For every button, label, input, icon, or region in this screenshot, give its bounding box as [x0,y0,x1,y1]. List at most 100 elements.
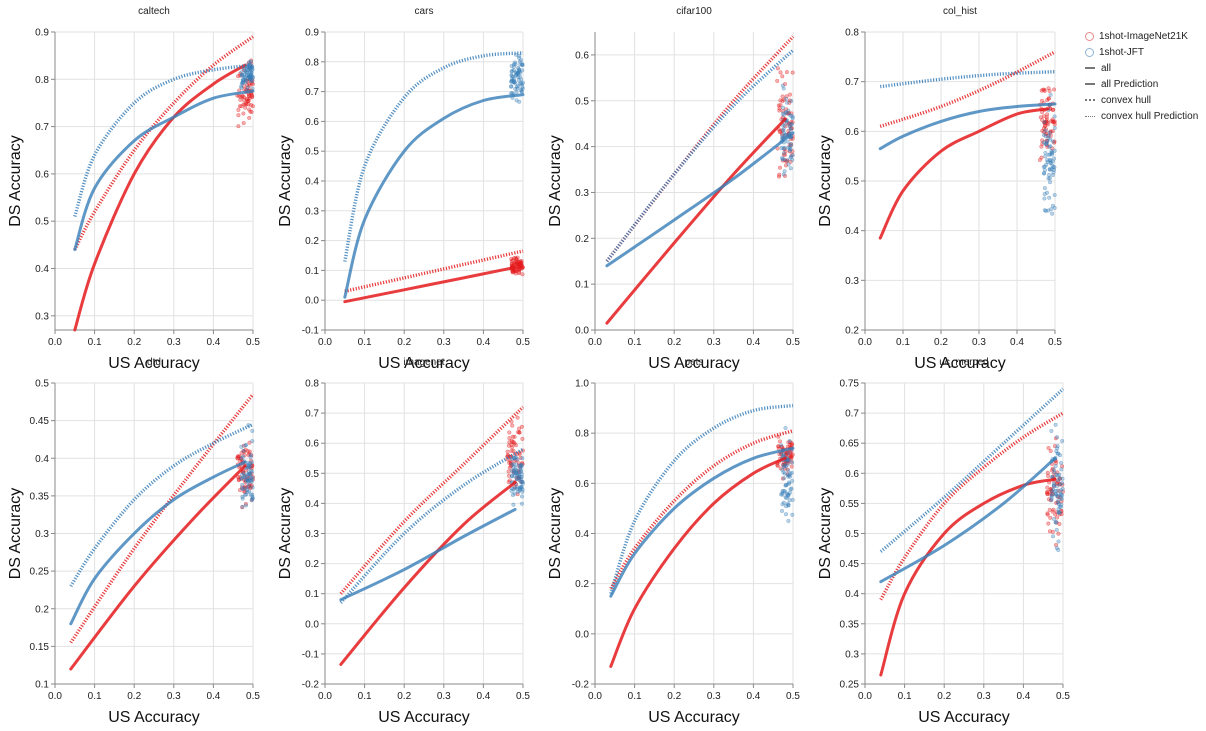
scatter-point-1shot-imagenet21k [250,94,255,99]
legend-item-convex-hull-prediction[interactable]: convex hull Prediction [1085,108,1198,124]
y-tick-label: 0.8 [305,57,319,68]
y-tick-label: 0.4 [35,454,49,465]
scatter-point-1shot-imagenet21k [243,501,248,506]
y-tick-label: 0.3 [35,311,49,322]
x-tick-label: 0.4 [476,691,490,702]
legend-swatch-convex-hull [1085,99,1095,101]
y-tick-label: 0.7 [305,409,319,420]
scatter-point-1shot-imagenet21k [1046,521,1051,526]
y-tick-label: 0.6 [305,439,319,450]
scatter-point-1shot-imagenet21k [784,107,789,112]
scatter-point-1shot-imagenet21k [517,430,522,435]
scatter-point-1shot-jft [1055,488,1060,493]
chart-title: cifar100 [676,6,712,17]
scatter-point-1shot-jft [239,444,244,449]
scatter-point-1shot-jft [1048,92,1053,97]
x-tick-label: 0.0 [48,691,62,702]
scatter-point-1shot-jft [790,497,795,502]
scatter-point-1shot-imagenet21k [1052,87,1057,92]
chart-title: cars [415,6,434,17]
scatter-point-1shot-imagenet21k [776,174,782,179]
scatter-point-1shot-jft [780,492,785,497]
y-tick-label: 0.6 [575,479,589,490]
scatter-point-1shot-jft [1058,482,1063,487]
chart-panel-cars: 0.0 0.1 0.2 0.3 0.4 0.5-0.10.00.10.20.30.40.5… [277,6,530,372]
scatter-point-1shot-imagenet21k [777,439,783,444]
y-tick-label: 0.15 [30,642,50,653]
scatter-point-1shot-imagenet21k [244,102,249,107]
scatter-point-1shot-jft [240,504,245,509]
y-tick-label: 0.45 [840,559,860,570]
scatter-point-1shot-jft [1043,154,1048,159]
scatter-point-1shot-jft [520,80,525,85]
y-tick-label: 0.6 [35,169,49,180]
scatter-point-1shot-imagenet21k [776,103,781,108]
scatter-point-1shot-jft [1053,463,1058,469]
scatter-point-1shot-jft [783,425,788,431]
series-line-all-1shot-jft [878,102,1057,151]
scatter-point-1shot-imagenet21k [505,449,510,454]
scatter-point-1shot-jft [514,485,520,490]
scatter-point-1shot-jft [789,122,794,127]
y-tick-label: 0.8 [305,379,319,390]
scatter-point-1shot-jft [785,100,790,105]
scatter-point-1shot-jft [1059,467,1064,472]
scatter-point-1shot-jft [1054,493,1059,498]
legend-item-all[interactable]: all [1085,60,1198,76]
scatter-point-1shot-jft [1051,481,1056,486]
scatter-point-1shot-jft [1053,422,1058,427]
scatter-point-1shot-imagenet21k [239,104,244,109]
y-tick-label: 0.5 [845,177,859,188]
scatter-point-1shot-imagenet21k [777,108,782,113]
scatter-point-1shot-jft [248,468,254,473]
scatter-point-1shot-jft [787,474,793,479]
scatter-point-1shot-jft [1058,495,1064,500]
y-tick-label: 0.5 [305,469,319,480]
scatter-point-1shot-imagenet21k [1037,157,1042,163]
scatter-point-1shot-jft [519,462,524,467]
legend-label-convex-hull-prediction: convex hull Prediction [1101,110,1199,122]
scatter-point-1shot-jft [514,462,519,467]
scatter-point-1shot-jft [1056,507,1061,512]
scatter-point-1shot-jft [516,83,521,89]
series-line-convex-hull-1shot-jft [339,447,524,604]
scatter-point-1shot-imagenet21k [1047,529,1052,534]
series-line-all-1shot-jft [73,89,255,252]
legend-item-jft[interactable]: 1shot-JFT [1085,44,1198,60]
y-tick-label: 0.8 [35,75,49,86]
scatter-point-1shot-jft [789,98,794,104]
legend: 1shot-ImageNet21K 1shot-JFT all all Pred… [1085,28,1198,124]
y-tick-label: 0.0 [305,296,319,307]
scatter-point-1shot-jft [517,476,522,481]
scatter-point-1shot-jft [249,460,254,465]
scatter-point-1shot-jft [1042,196,1047,201]
legend-item-convex-hull[interactable]: convex hull [1085,92,1198,108]
legend-item-imagenet21k[interactable]: 1shot-ImageNet21K [1085,28,1198,44]
x-tick-label: 0.3 [977,691,991,702]
y-tick-label: 0.5 [845,529,859,540]
x-tick-label: 0.4 [206,691,220,702]
scatter-point-1shot-jft [790,114,795,119]
scatter-point-1shot-jft [1056,501,1061,507]
scatter-point-1shot-jft [519,480,524,485]
x-tick-label: 0.0 [588,691,602,702]
y-axis-label: DS Accuracy [277,488,294,580]
x-tick-label: 0.5 [516,337,530,348]
scatter-point-1shot-jft [242,475,247,480]
legend-item-all-prediction[interactable]: all Prediction [1085,76,1198,92]
scatter-point-1shot-jft [509,63,514,68]
scatter-point-1shot-jft [1052,470,1057,475]
y-tick-label: 0.9 [35,28,49,39]
scatter-point-1shot-imagenet21k [513,260,518,265]
scatter-point-1shot-jft [785,158,790,163]
x-tick-label: 0.2 [397,337,411,348]
scatter-point-1shot-jft [516,489,521,494]
scatter-point-1shot-jft [518,486,523,491]
scatter-point-1shot-jft [1055,435,1060,440]
scatter-point-1shot-jft [1056,510,1061,515]
scatter-point-1shot-imagenet21k [775,66,780,71]
scatter-point-1shot-jft [240,482,245,487]
y-tick-label: 0.8 [575,429,589,440]
scatter-point-1shot-imagenet21k [1048,515,1053,520]
scatter-point-1shot-jft [1055,444,1060,449]
